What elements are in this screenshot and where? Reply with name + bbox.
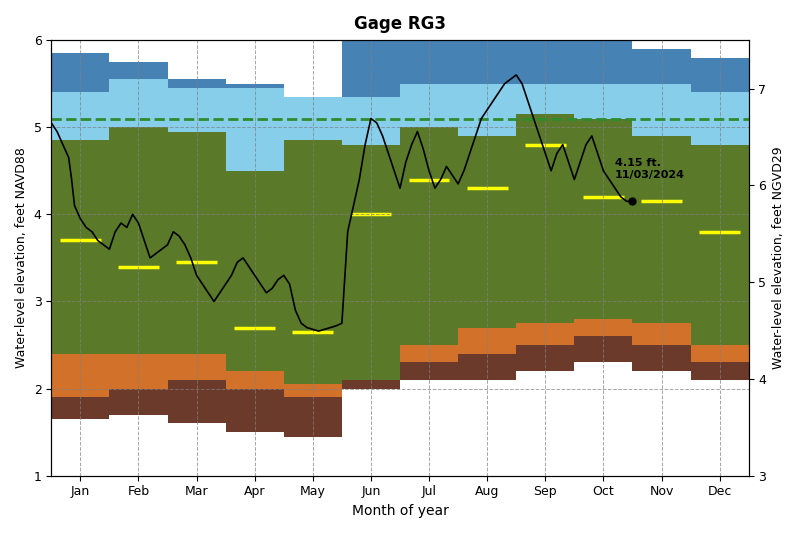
Bar — [633, 84, 690, 136]
Bar — [633, 49, 690, 84]
Bar — [342, 97, 400, 144]
Bar — [516, 23, 574, 84]
Bar — [167, 79, 226, 88]
Bar — [226, 88, 284, 171]
Bar — [574, 319, 633, 336]
Bar — [690, 362, 749, 380]
Bar — [110, 62, 167, 79]
Bar — [400, 362, 458, 380]
Bar — [400, 127, 458, 345]
Bar — [167, 354, 226, 380]
Bar — [51, 140, 110, 354]
Bar — [400, 36, 458, 84]
Bar — [516, 114, 574, 323]
Bar — [284, 97, 342, 106]
Bar — [574, 84, 633, 118]
Bar — [51, 354, 110, 397]
Bar — [51, 92, 110, 140]
Bar — [690, 92, 749, 144]
Bar — [458, 136, 516, 328]
Bar — [633, 345, 690, 371]
Bar — [167, 132, 226, 354]
Bar — [516, 84, 574, 114]
Bar — [400, 345, 458, 362]
Y-axis label: Water-level elevation, feet NGVD29: Water-level elevation, feet NGVD29 — [772, 147, 785, 369]
Bar — [633, 323, 690, 345]
Bar — [458, 84, 516, 136]
Bar — [458, 354, 516, 380]
Bar — [574, 23, 633, 84]
Bar — [690, 58, 749, 92]
X-axis label: Month of year: Month of year — [351, 504, 449, 518]
Bar — [51, 53, 110, 92]
Bar — [226, 389, 284, 432]
Bar — [226, 371, 284, 389]
Bar — [110, 127, 167, 354]
Bar — [167, 88, 226, 132]
Bar — [110, 389, 167, 415]
Text: 4.15 ft.
11/03/2024: 4.15 ft. 11/03/2024 — [615, 158, 685, 180]
Bar — [284, 140, 342, 384]
Bar — [458, 328, 516, 354]
Bar — [400, 84, 458, 127]
Bar — [516, 345, 574, 371]
Title: Gage RG3: Gage RG3 — [354, 15, 446, 33]
Bar — [574, 118, 633, 319]
Bar — [633, 136, 690, 323]
Bar — [284, 384, 342, 397]
Bar — [226, 171, 284, 371]
Bar — [51, 397, 110, 419]
Bar — [690, 345, 749, 362]
Bar — [458, 40, 516, 84]
Bar — [226, 84, 284, 88]
Bar — [690, 144, 749, 345]
Bar — [110, 79, 167, 127]
Y-axis label: Water-level elevation, feet NAVD88: Water-level elevation, feet NAVD88 — [15, 148, 28, 368]
Bar — [167, 380, 226, 423]
Bar — [342, 144, 400, 380]
Bar — [284, 397, 342, 437]
Bar — [516, 323, 574, 345]
Bar — [342, 380, 400, 389]
Bar — [284, 97, 342, 140]
Bar — [342, 36, 400, 97]
Bar — [110, 354, 167, 389]
Bar — [574, 336, 633, 362]
